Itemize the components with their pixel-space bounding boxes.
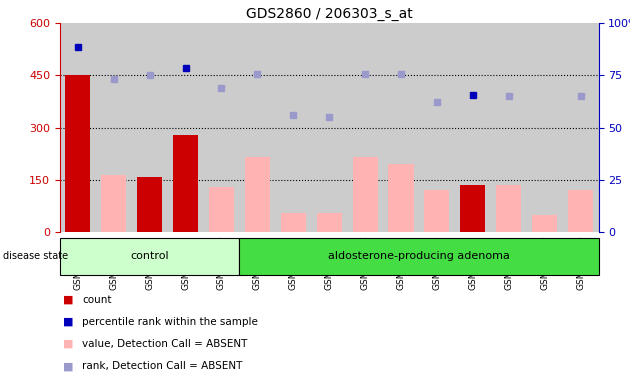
Text: ■: ■ [63, 317, 74, 327]
Bar [461, 185, 485, 232]
Text: ■: ■ [63, 295, 74, 305]
Bar [496, 185, 521, 232]
Bar [239, 238, 598, 275]
Bar [389, 164, 413, 232]
Title: GDS2860 / 206303_s_at: GDS2860 / 206303_s_at [246, 7, 413, 21]
Bar [209, 187, 234, 232]
Bar [317, 213, 341, 232]
Bar [353, 157, 377, 232]
Bar [66, 75, 90, 232]
Bar [568, 190, 593, 232]
Bar [137, 177, 162, 232]
Text: control: control [130, 251, 169, 262]
Text: rank, Detection Call = ABSENT: rank, Detection Call = ABSENT [82, 361, 243, 371]
Bar [173, 135, 198, 232]
Bar [425, 190, 449, 232]
Bar [60, 238, 239, 275]
Text: percentile rank within the sample: percentile rank within the sample [82, 317, 258, 327]
Text: ■: ■ [63, 361, 74, 371]
Text: count: count [82, 295, 112, 305]
Text: disease state: disease state [3, 251, 68, 261]
Text: value, Detection Call = ABSENT: value, Detection Call = ABSENT [82, 339, 247, 349]
Text: aldosterone-producing adenoma: aldosterone-producing adenoma [328, 251, 510, 262]
Bar [245, 157, 270, 232]
Text: ■: ■ [63, 339, 74, 349]
Bar [532, 215, 557, 232]
Bar [101, 175, 126, 232]
Bar [281, 213, 306, 232]
